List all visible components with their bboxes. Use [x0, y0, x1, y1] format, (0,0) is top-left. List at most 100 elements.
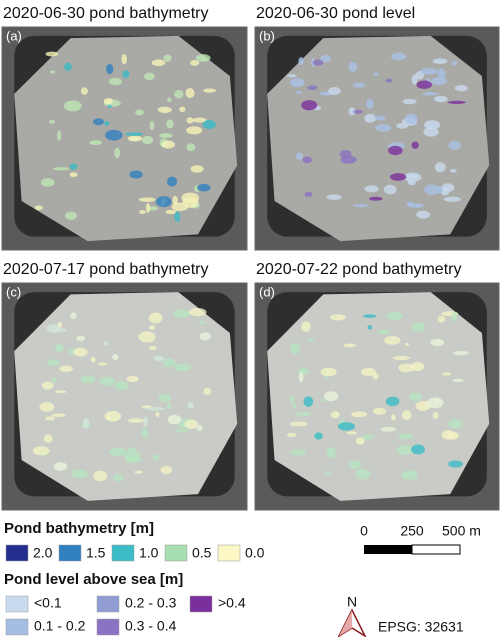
pond: [143, 72, 155, 81]
pond: [391, 414, 396, 421]
pond: [71, 469, 89, 479]
pond: [203, 88, 217, 93]
pond: [343, 343, 357, 348]
pond: [55, 390, 67, 394]
pond: [441, 430, 455, 440]
pond: [138, 331, 156, 343]
pond: [90, 356, 96, 363]
map-panel: [1, 282, 248, 511]
legend-label: <0.1: [34, 595, 62, 611]
pond: [149, 120, 155, 131]
pond: [348, 107, 356, 116]
panel-label: (a): [6, 28, 22, 43]
pond: [330, 411, 340, 419]
pond: [41, 381, 54, 390]
pond: [39, 402, 55, 412]
legend-swatch: [111, 544, 135, 562]
pond: [135, 109, 144, 116]
pond: [295, 412, 312, 417]
pond: [424, 184, 439, 196]
scale-segment: [364, 545, 412, 554]
north-arrow: N: [337, 594, 367, 637]
pond: [105, 414, 111, 420]
pond: [47, 359, 60, 366]
pond: [401, 470, 418, 480]
ice-floe: [14, 35, 238, 242]
pond: [34, 205, 43, 211]
pond: [416, 210, 431, 219]
legend-swatch: [5, 618, 29, 636]
pond: [385, 78, 393, 83]
pond: [167, 97, 172, 103]
pond: [49, 119, 56, 124]
pond: [320, 367, 337, 377]
pond: [435, 186, 443, 194]
legend-label: 0.2 - 0.3: [125, 595, 177, 611]
pond: [189, 308, 207, 317]
pond: [363, 314, 377, 318]
scale-label: 0: [360, 523, 368, 539]
pond: [372, 407, 386, 415]
pond: [447, 100, 466, 105]
pond: [303, 396, 314, 407]
pond: [411, 444, 425, 455]
pond: [112, 354, 119, 361]
pond: [93, 470, 108, 482]
pond: [289, 343, 301, 355]
legend-swatch: [58, 544, 82, 562]
pond: [355, 437, 365, 445]
pond: [292, 402, 297, 410]
pond: [65, 211, 77, 220]
pond: [64, 62, 72, 71]
pond: [432, 58, 448, 64]
pond: [121, 54, 127, 65]
pond: [324, 470, 331, 476]
pond: [153, 355, 165, 362]
crs-label: EPSG: 32631: [378, 619, 464, 635]
pond: [426, 397, 444, 409]
pond: [70, 312, 77, 320]
pond: [127, 135, 143, 142]
pond: [52, 167, 70, 171]
pond: [59, 365, 73, 372]
legend-title: Pond bathymetry [m]: [4, 520, 154, 537]
pond: [127, 418, 145, 423]
pond: [108, 77, 122, 86]
pond: [199, 320, 206, 325]
pond: [134, 470, 143, 474]
pond: [326, 194, 342, 200]
pond: [109, 447, 127, 457]
pond: [407, 180, 416, 186]
north-label: N: [347, 594, 357, 610]
pond: [43, 434, 53, 443]
pond: [103, 97, 113, 105]
scale-segment: [411, 544, 461, 555]
pond: [404, 113, 418, 125]
pond: [301, 100, 318, 111]
legend-label: 0.0: [245, 545, 265, 561]
pond: [186, 126, 203, 135]
pond: [328, 87, 341, 96]
panel-title: 2020-07-17 pond bathymetry: [3, 261, 208, 278]
panel-label: (d): [259, 284, 275, 299]
pond: [167, 414, 182, 425]
pond: [401, 410, 412, 420]
pond: [346, 431, 358, 435]
pond: [298, 372, 304, 383]
pond: [149, 345, 157, 351]
pond: [82, 417, 90, 429]
pond: [32, 446, 50, 456]
pond: [289, 395, 294, 403]
pond: [190, 165, 204, 173]
pond: [375, 124, 392, 132]
legend-label: 1.5: [86, 545, 106, 561]
pond: [409, 392, 423, 402]
pond: [348, 61, 358, 73]
pond: [171, 202, 189, 212]
pond: [69, 163, 78, 170]
pond: [367, 325, 373, 330]
pond: [454, 84, 468, 92]
pond: [202, 119, 216, 130]
pond: [51, 413, 66, 418]
